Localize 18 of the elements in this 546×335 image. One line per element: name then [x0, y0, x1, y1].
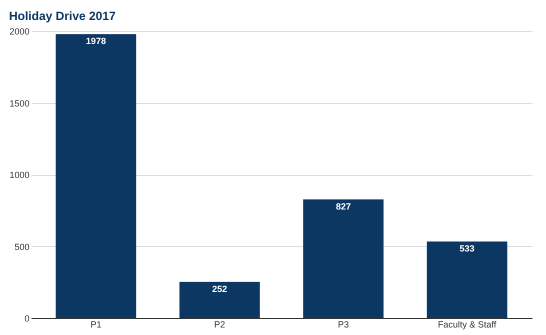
- bar: [56, 34, 136, 318]
- data-label: 1978: [86, 36, 106, 46]
- data-label: 533: [460, 244, 475, 254]
- y-tick-label: 0: [24, 314, 30, 324]
- x-tick-label: P2: [214, 320, 226, 330]
- x-tick-label: P3: [338, 320, 349, 330]
- x-tick-label: P1: [90, 320, 102, 330]
- bar: [426, 242, 508, 318]
- chart-title: Holiday Drive 2017: [8, 9, 116, 23]
- bar: [303, 199, 384, 318]
- x-tick-label: Faculty & Staff: [438, 320, 497, 330]
- y-tick-label: 2000: [9, 26, 30, 36]
- y-tick-label: 1500: [9, 98, 30, 108]
- y-tick-label: 500: [14, 242, 30, 252]
- bar: [179, 282, 260, 318]
- data-label: 827: [336, 201, 351, 212]
- y-tick-label: 1000: [9, 170, 30, 180]
- data-label: 252: [212, 284, 228, 294]
